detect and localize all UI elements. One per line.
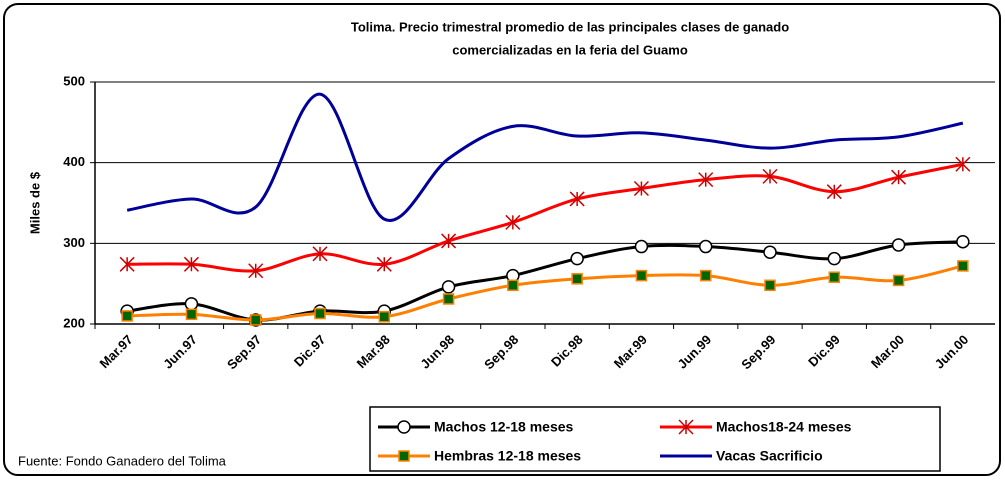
legend [369,406,941,472]
y-tick-label: 200 [63,315,85,330]
marker [441,280,456,294]
marker [249,314,262,326]
legend-label: Hembras 12-18 meses [434,448,581,464]
marker [892,274,905,287]
chart-title: comercializadas en la feria del Guamo [452,42,688,57]
line [127,162,964,273]
marker [569,191,585,207]
line [127,264,964,322]
marker [762,168,778,184]
marker [827,251,842,266]
marker [764,279,776,292]
marker [698,239,713,254]
marker [828,271,841,283]
marker [505,214,521,230]
marker [248,263,264,279]
source-note: Fuente: Fondo Ganadero del Tolima [18,453,227,468]
legend-label: Machos18-24 meses [716,419,852,435]
marker [507,279,519,292]
marker [826,184,842,200]
marker [314,307,326,320]
marker [891,238,906,252]
marker [763,245,777,259]
legend-label: Vacas Sacrificio [716,448,823,464]
marker [955,156,971,172]
marker [956,234,970,249]
marker [570,251,584,266]
marker [183,256,199,272]
marker [635,269,648,282]
marker [312,246,328,262]
marker [699,269,712,282]
legend-marker [678,419,694,435]
marker [378,310,391,323]
marker [698,172,714,188]
chart-border [3,3,1001,476]
legend-marker [398,450,410,462]
chart-title: Tolima. Precio trimestral promedio de la… [351,19,789,34]
marker [633,180,649,197]
marker [441,233,457,249]
marker [957,260,969,272]
marker [891,169,907,185]
marker [571,273,583,285]
marker [442,293,455,305]
legend-label: Machos 12-18 meses [434,419,574,435]
legend-marker [397,420,411,434]
marker [119,256,135,272]
line [126,92,964,222]
marker [376,256,392,272]
marker [185,308,198,321]
y-tick-label: 500 [63,73,85,88]
marker [121,310,133,322]
marker [634,239,649,254]
y-axis-label: Miles de $ [27,171,42,234]
y-tick-label: 400 [63,154,85,169]
y-tick-label: 300 [63,235,85,250]
marker [184,297,199,311]
